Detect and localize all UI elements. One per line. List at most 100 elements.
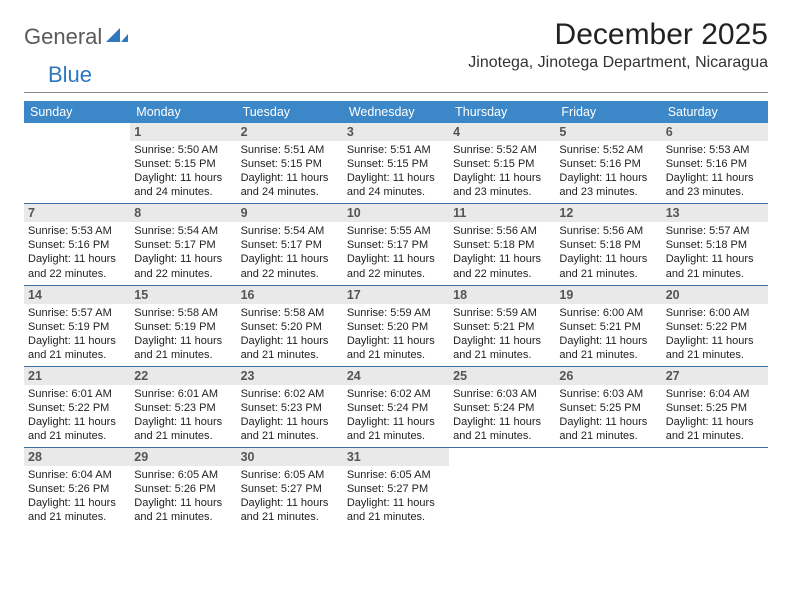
weeks-container: 1Sunrise: 5:50 AMSunset: 5:15 PMDaylight… xyxy=(24,123,768,529)
day-number: 2 xyxy=(237,123,343,141)
day-cell: 17Sunrise: 5:59 AMSunset: 5:20 PMDayligh… xyxy=(343,286,449,366)
sunrise-line: Sunrise: 5:56 AM xyxy=(559,224,657,238)
dow-monday: Monday xyxy=(130,101,236,123)
day-number: 27 xyxy=(662,367,768,385)
day-number: 19 xyxy=(555,286,661,304)
sunset-line: Sunset: 5:18 PM xyxy=(666,238,764,252)
day-cell: 28Sunrise: 6:04 AMSunset: 5:26 PMDayligh… xyxy=(24,448,130,528)
day-number: 13 xyxy=(662,204,768,222)
sunset-line: Sunset: 5:16 PM xyxy=(666,157,764,171)
sunset-line: Sunset: 5:17 PM xyxy=(134,238,232,252)
daylight-line: Daylight: 11 hours and 21 minutes. xyxy=(241,496,339,524)
day-cell: 9Sunrise: 5:54 AMSunset: 5:17 PMDaylight… xyxy=(237,204,343,284)
sunrise-line: Sunrise: 5:54 AM xyxy=(241,224,339,238)
day-cell: 3Sunrise: 5:51 AMSunset: 5:15 PMDaylight… xyxy=(343,123,449,203)
sunset-line: Sunset: 5:25 PM xyxy=(666,401,764,415)
day-number: 10 xyxy=(343,204,449,222)
sunset-line: Sunset: 5:26 PM xyxy=(134,482,232,496)
day-cell: 22Sunrise: 6:01 AMSunset: 5:23 PMDayligh… xyxy=(130,367,236,447)
sunrise-line: Sunrise: 5:58 AM xyxy=(134,306,232,320)
daylight-line: Daylight: 11 hours and 22 minutes. xyxy=(134,252,232,280)
sunrise-line: Sunrise: 5:52 AM xyxy=(559,143,657,157)
sunrise-line: Sunrise: 6:03 AM xyxy=(559,387,657,401)
sunrise-line: Sunrise: 5:53 AM xyxy=(28,224,126,238)
day-cell xyxy=(662,448,768,528)
sunset-line: Sunset: 5:22 PM xyxy=(28,401,126,415)
day-number: 22 xyxy=(130,367,236,385)
sunrise-line: Sunrise: 6:05 AM xyxy=(347,468,445,482)
day-cell: 14Sunrise: 5:57 AMSunset: 5:19 PMDayligh… xyxy=(24,286,130,366)
day-cell: 21Sunrise: 6:01 AMSunset: 5:22 PMDayligh… xyxy=(24,367,130,447)
day-cell: 4Sunrise: 5:52 AMSunset: 5:15 PMDaylight… xyxy=(449,123,555,203)
day-number: 6 xyxy=(662,123,768,141)
day-number: 21 xyxy=(24,367,130,385)
sunset-line: Sunset: 5:15 PM xyxy=(134,157,232,171)
sunrise-line: Sunrise: 6:05 AM xyxy=(134,468,232,482)
day-cell: 16Sunrise: 5:58 AMSunset: 5:20 PMDayligh… xyxy=(237,286,343,366)
week-row: 1Sunrise: 5:50 AMSunset: 5:15 PMDaylight… xyxy=(24,123,768,203)
day-cell: 5 Sunrise: 5:52 AMSunset: 5:16 PMDaylight… xyxy=(555,123,661,203)
sunset-line: Sunset: 5:19 PM xyxy=(28,320,126,334)
sunrise-line: Sunrise: 5:58 AM xyxy=(241,306,339,320)
daylight-line: Daylight: 11 hours and 23 minutes. xyxy=(559,171,657,199)
day-cell: 8 Sunrise: 5:54 AMSunset: 5:17 PMDaylight… xyxy=(130,204,236,284)
day-cell: 10Sunrise: 5:55 AMSunset: 5:17 PMDayligh… xyxy=(343,204,449,284)
day-number: 31 xyxy=(343,448,449,466)
sunrise-line: Sunrise: 5:59 AM xyxy=(453,306,551,320)
daylight-line: Daylight: 11 hours and 21 minutes. xyxy=(666,252,764,280)
day-number: 8 xyxy=(130,204,236,222)
sunrise-line: Sunrise: 5:59 AM xyxy=(347,306,445,320)
day-number: 17 xyxy=(343,286,449,304)
title-block: December 2025 Jinotega, Jinotega Departm… xyxy=(468,18,768,72)
dow-friday: Friday xyxy=(555,101,661,123)
day-cell: 27 Sunrise: 6:04 AMSunset: 5:25 PMDayligh… xyxy=(662,367,768,447)
sunset-line: Sunset: 5:16 PM xyxy=(559,157,657,171)
day-cell: 31Sunrise: 6:05 AMSunset: 5:27 PMDayligh… xyxy=(343,448,449,528)
week-row: 21Sunrise: 6:01 AMSunset: 5:22 PMDayligh… xyxy=(24,367,768,447)
logo-text-blue: Blue xyxy=(48,62,92,88)
sunrise-line: Sunrise: 5:54 AM xyxy=(134,224,232,238)
day-cell xyxy=(449,448,555,528)
day-number: 30 xyxy=(237,448,343,466)
daylight-line: Daylight: 11 hours and 21 minutes. xyxy=(134,496,232,524)
sunset-line: Sunset: 5:23 PM xyxy=(134,401,232,415)
sunrise-line: Sunrise: 5:53 AM xyxy=(666,143,764,157)
day-number: 26 xyxy=(555,367,661,385)
sunset-line: Sunset: 5:18 PM xyxy=(453,238,551,252)
daylight-line: Daylight: 11 hours and 21 minutes. xyxy=(666,415,764,443)
sunrise-line: Sunrise: 6:05 AM xyxy=(241,468,339,482)
day-cell: 18Sunrise: 5:59 AMSunset: 5:21 PMDayligh… xyxy=(449,286,555,366)
day-number: 20 xyxy=(662,286,768,304)
sunrise-line: Sunrise: 5:52 AM xyxy=(453,143,551,157)
day-number: 15 xyxy=(130,286,236,304)
sunrise-line: Sunrise: 5:56 AM xyxy=(453,224,551,238)
daylight-line: Daylight: 11 hours and 22 minutes. xyxy=(241,252,339,280)
logo-text-general: General xyxy=(24,24,102,50)
sunrise-line: Sunrise: 5:51 AM xyxy=(241,143,339,157)
day-number: 25 xyxy=(449,367,555,385)
day-number: 14 xyxy=(24,286,130,304)
day-cell xyxy=(555,448,661,528)
day-number: 29 xyxy=(130,448,236,466)
sunset-line: Sunset: 5:18 PM xyxy=(559,238,657,252)
location: Jinotega, Jinotega Department, Nicaragua xyxy=(468,54,768,72)
day-cell: 15Sunrise: 5:58 AMSunset: 5:19 PMDayligh… xyxy=(130,286,236,366)
day-cell: 7Sunrise: 5:53 AMSunset: 5:16 PMDaylight… xyxy=(24,204,130,284)
sunrise-line: Sunrise: 6:04 AM xyxy=(666,387,764,401)
day-cell: 1Sunrise: 5:50 AMSunset: 5:15 PMDaylight… xyxy=(130,123,236,203)
week-row: 28Sunrise: 6:04 AMSunset: 5:26 PMDayligh… xyxy=(24,448,768,528)
day-number: 5 xyxy=(555,123,661,141)
daylight-line: Daylight: 11 hours and 22 minutes. xyxy=(28,252,126,280)
sunset-line: Sunset: 5:27 PM xyxy=(241,482,339,496)
day-number: 16 xyxy=(237,286,343,304)
month-title: December 2025 xyxy=(468,18,768,52)
dow-thursday: Thursday xyxy=(449,101,555,123)
sunrise-line: Sunrise: 5:55 AM xyxy=(347,224,445,238)
day-number: 9 xyxy=(237,204,343,222)
daylight-line: Daylight: 11 hours and 21 minutes. xyxy=(453,415,551,443)
day-number: 11 xyxy=(449,204,555,222)
dow-sunday: Sunday xyxy=(24,101,130,123)
sunset-line: Sunset: 5:15 PM xyxy=(453,157,551,171)
dow-saturday: Saturday xyxy=(662,101,768,123)
daylight-line: Daylight: 11 hours and 21 minutes. xyxy=(241,415,339,443)
